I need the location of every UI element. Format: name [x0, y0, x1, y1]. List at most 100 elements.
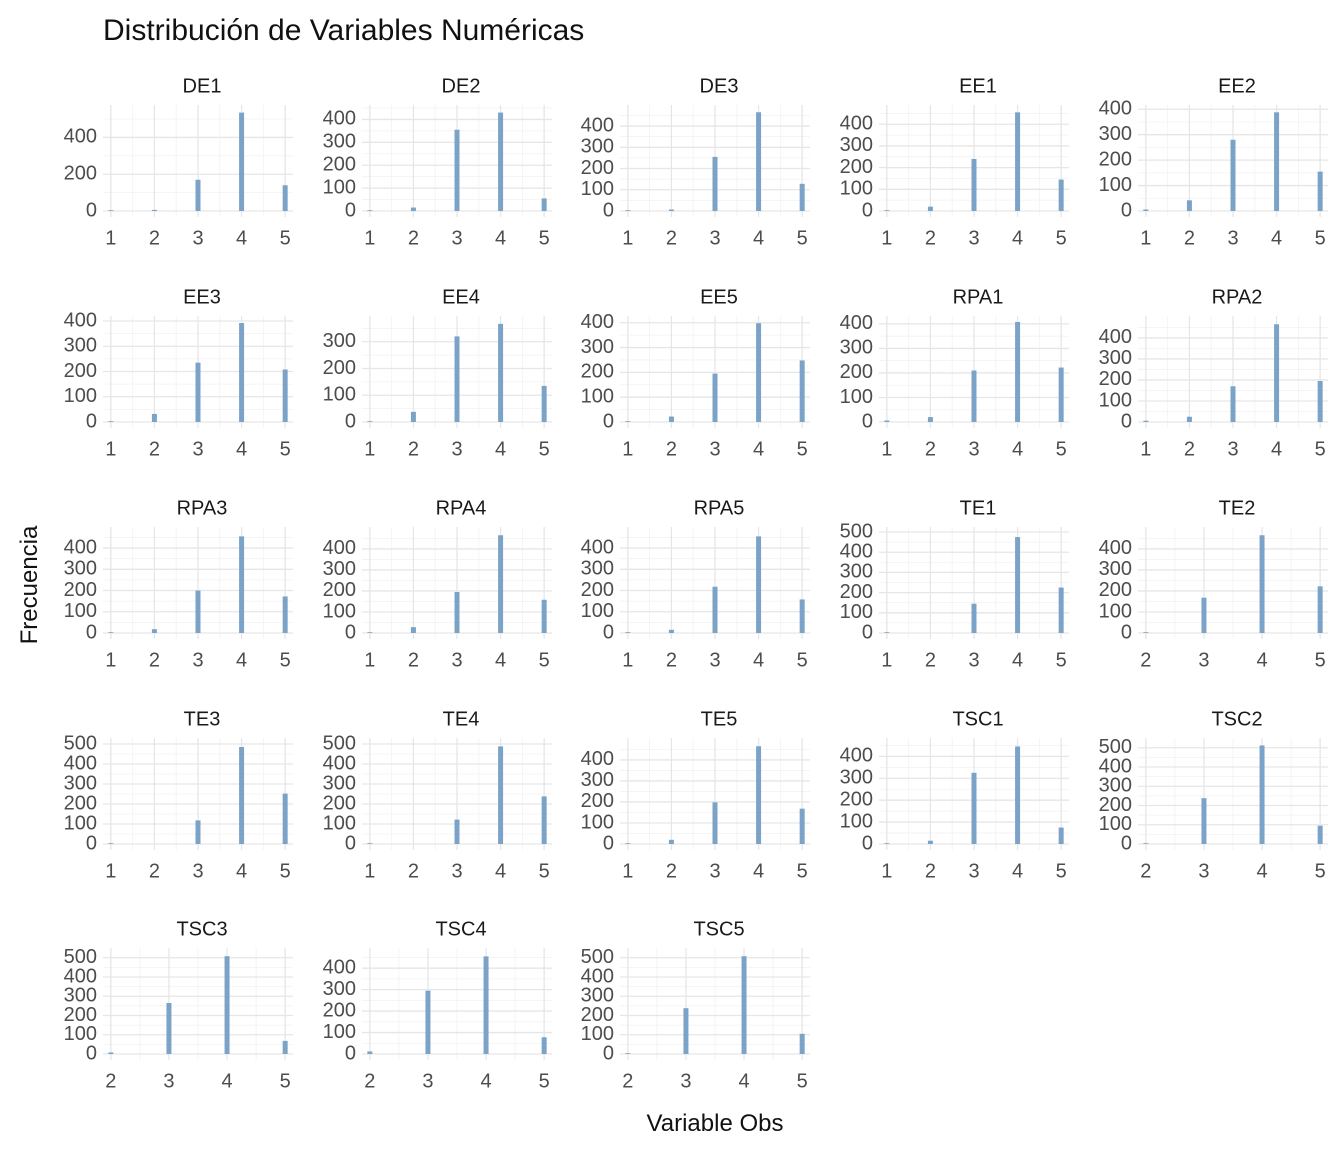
- facet-strip-label: RPA5: [694, 497, 745, 519]
- x-tick-label: 4: [495, 649, 506, 671]
- facet-strip-label: RPA3: [177, 497, 228, 519]
- x-tick-label: 2: [1184, 438, 1195, 460]
- histogram-bar: [884, 632, 890, 633]
- x-tick-label: 1: [881, 438, 892, 460]
- histogram-bar: [884, 420, 890, 422]
- histogram-bar: [1259, 745, 1265, 844]
- y-tick-label: 400: [64, 752, 97, 774]
- x-tick-label: 5: [280, 438, 291, 460]
- x-tick-label: 5: [1315, 227, 1326, 249]
- x-tick-label: 5: [797, 860, 808, 882]
- histogram-bar: [1201, 798, 1207, 844]
- y-tick-label: 400: [581, 748, 614, 770]
- histogram-bar: [367, 1051, 373, 1054]
- x-tick-label: 1: [105, 438, 116, 460]
- x-tick-label: 3: [192, 438, 203, 460]
- x-tick-label: 5: [1056, 860, 1067, 882]
- x-tick-label: 2: [408, 438, 419, 460]
- histogram-bar: [108, 843, 114, 844]
- y-tick-label: 300: [581, 985, 614, 1007]
- y-tick-label: 100: [840, 386, 873, 408]
- y-tick-label: 100: [581, 178, 614, 200]
- histogram-bar: [425, 990, 431, 1054]
- x-tick-label: 5: [1315, 860, 1326, 882]
- histogram-bar: [367, 210, 373, 211]
- y-tick-label: 300: [840, 561, 873, 583]
- y-tick-label: 400: [64, 309, 97, 331]
- y-tick-label: 0: [1121, 621, 1132, 643]
- histogram-bar: [454, 336, 460, 422]
- histogram-bar: [239, 323, 245, 422]
- facet-panel-ee2: EE2 0 100 200 300 400 1 2 3 4 5: [1099, 75, 1328, 249]
- x-tick-label: 2: [408, 227, 419, 249]
- y-tick-label: 0: [862, 621, 873, 643]
- y-tick-label: 400: [1099, 98, 1132, 120]
- facet-strip-label: EE1: [959, 75, 997, 97]
- histogram-bar: [927, 417, 933, 422]
- histogram-bar: [971, 772, 977, 844]
- y-tick-label: 100: [1099, 174, 1132, 196]
- y-tick-label: 200: [323, 792, 356, 814]
- histogram-bar: [625, 1053, 631, 1054]
- histogram-bar: [108, 421, 114, 422]
- histogram-bar: [668, 839, 674, 844]
- x-tick-label: 4: [1012, 438, 1023, 460]
- y-tick-label: 0: [603, 1042, 614, 1064]
- histogram-bar: [483, 956, 489, 1054]
- y-tick-label: 200: [1099, 368, 1132, 390]
- x-tick-label: 3: [192, 649, 203, 671]
- histogram-bar: [1058, 179, 1064, 211]
- histogram-bar: [282, 369, 288, 422]
- y-tick-label: 500: [581, 946, 614, 968]
- facet-strip-label: RPA2: [1212, 286, 1263, 308]
- x-tick-label: 5: [539, 649, 550, 671]
- histogram-bar: [712, 802, 718, 844]
- y-tick-label: 100: [64, 600, 97, 622]
- histogram-bar: [1317, 381, 1323, 422]
- y-tick-label: 300: [323, 131, 356, 153]
- y-tick-label: 300: [64, 558, 97, 580]
- x-tick-label: 3: [1227, 438, 1238, 460]
- facet-strip-label: TSC3: [176, 918, 227, 940]
- x-tick-label: 3: [1227, 227, 1238, 249]
- y-axis-title: Frecuencia: [16, 525, 43, 644]
- y-tick-label: 100: [64, 385, 97, 407]
- y-tick-label: 0: [86, 410, 97, 432]
- x-tick-label: 2: [149, 860, 160, 882]
- histogram-bar: [1143, 420, 1149, 422]
- y-tick-label: 200: [840, 361, 873, 383]
- histogram-bar: [151, 629, 157, 633]
- histogram-bar: [1015, 746, 1021, 844]
- histogram-bar: [454, 592, 460, 633]
- x-tick-label: 2: [622, 1070, 633, 1092]
- histogram-bar: [239, 536, 245, 633]
- y-tick-label: 200: [581, 157, 614, 179]
- histogram-bar: [282, 596, 288, 633]
- facet-strip-label: DE2: [442, 75, 481, 97]
- y-tick-label: 400: [581, 536, 614, 558]
- y-tick-label: 100: [323, 384, 356, 406]
- y-tick-label: 100: [581, 385, 614, 407]
- x-tick-label: 1: [364, 649, 375, 671]
- x-tick-label: 2: [364, 1070, 375, 1092]
- y-tick-label: 100: [323, 176, 356, 198]
- x-tick-label: 3: [709, 649, 720, 671]
- y-tick-label: 100: [581, 1023, 614, 1045]
- x-tick-label: 1: [622, 860, 633, 882]
- y-tick-label: 400: [323, 537, 356, 559]
- y-tick-label: 200: [840, 581, 873, 603]
- x-tick-label: 1: [105, 227, 116, 249]
- y-tick-label: 300: [840, 337, 873, 359]
- y-tick-label: 100: [64, 812, 97, 834]
- y-tick-label: 300: [64, 335, 97, 357]
- histogram-bar: [971, 370, 977, 422]
